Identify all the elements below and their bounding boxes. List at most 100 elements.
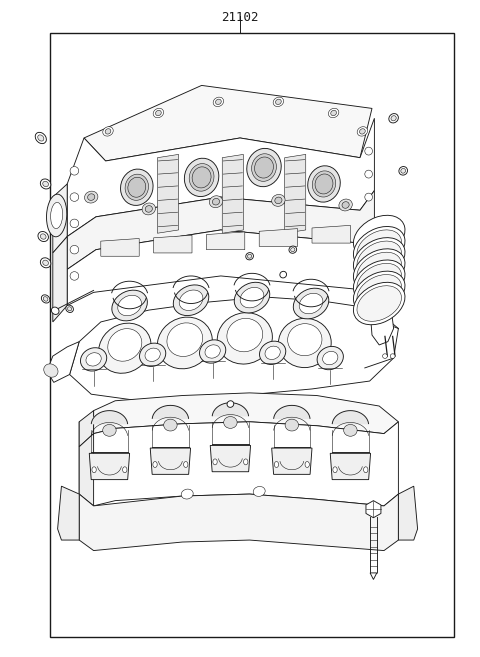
Ellipse shape bbox=[280, 271, 287, 278]
Polygon shape bbox=[89, 453, 130, 480]
Ellipse shape bbox=[224, 417, 237, 428]
Ellipse shape bbox=[285, 419, 299, 431]
Ellipse shape bbox=[35, 132, 47, 144]
Ellipse shape bbox=[333, 466, 337, 473]
Ellipse shape bbox=[365, 170, 372, 178]
Ellipse shape bbox=[70, 246, 79, 254]
Ellipse shape bbox=[273, 97, 284, 106]
Ellipse shape bbox=[293, 288, 329, 319]
Ellipse shape bbox=[205, 345, 220, 358]
Ellipse shape bbox=[213, 459, 217, 465]
Polygon shape bbox=[67, 118, 374, 237]
Polygon shape bbox=[210, 445, 251, 472]
Ellipse shape bbox=[217, 313, 272, 364]
Polygon shape bbox=[154, 235, 192, 253]
Ellipse shape bbox=[140, 343, 166, 367]
Polygon shape bbox=[366, 501, 381, 518]
Polygon shape bbox=[53, 184, 67, 253]
Ellipse shape bbox=[70, 272, 79, 281]
Ellipse shape bbox=[184, 158, 219, 196]
Ellipse shape bbox=[389, 114, 398, 123]
Ellipse shape bbox=[289, 246, 297, 254]
Ellipse shape bbox=[43, 260, 48, 265]
Ellipse shape bbox=[105, 129, 111, 134]
Polygon shape bbox=[272, 448, 312, 474]
Ellipse shape bbox=[209, 196, 223, 208]
Ellipse shape bbox=[323, 351, 338, 365]
Ellipse shape bbox=[40, 179, 51, 189]
Ellipse shape bbox=[125, 174, 148, 200]
Ellipse shape bbox=[179, 290, 203, 311]
Ellipse shape bbox=[248, 254, 252, 258]
Ellipse shape bbox=[84, 191, 98, 203]
Polygon shape bbox=[312, 225, 350, 243]
Ellipse shape bbox=[88, 194, 95, 200]
Ellipse shape bbox=[357, 252, 401, 288]
Ellipse shape bbox=[173, 285, 209, 315]
Polygon shape bbox=[274, 405, 310, 419]
Ellipse shape bbox=[40, 258, 51, 268]
Ellipse shape bbox=[213, 97, 224, 106]
Ellipse shape bbox=[305, 462, 310, 468]
Ellipse shape bbox=[357, 275, 401, 310]
Polygon shape bbox=[94, 393, 398, 434]
Ellipse shape bbox=[291, 248, 295, 252]
Ellipse shape bbox=[68, 307, 72, 311]
Ellipse shape bbox=[108, 328, 142, 361]
Ellipse shape bbox=[342, 202, 349, 208]
Ellipse shape bbox=[401, 168, 406, 173]
Text: 21102: 21102 bbox=[221, 11, 259, 24]
Ellipse shape bbox=[253, 486, 265, 497]
Ellipse shape bbox=[274, 462, 278, 468]
Ellipse shape bbox=[331, 110, 336, 116]
Ellipse shape bbox=[156, 110, 161, 116]
Ellipse shape bbox=[227, 319, 263, 351]
Polygon shape bbox=[101, 238, 139, 256]
Ellipse shape bbox=[308, 166, 340, 202]
Ellipse shape bbox=[312, 171, 336, 197]
Ellipse shape bbox=[70, 219, 79, 228]
Polygon shape bbox=[53, 237, 67, 322]
Ellipse shape bbox=[145, 348, 160, 361]
Ellipse shape bbox=[123, 466, 127, 473]
Ellipse shape bbox=[70, 193, 79, 202]
Polygon shape bbox=[150, 448, 191, 474]
Ellipse shape bbox=[265, 346, 280, 359]
Ellipse shape bbox=[252, 154, 276, 181]
Ellipse shape bbox=[167, 323, 203, 357]
Ellipse shape bbox=[153, 462, 157, 468]
Polygon shape bbox=[79, 411, 94, 447]
Ellipse shape bbox=[383, 353, 387, 359]
Polygon shape bbox=[79, 434, 94, 506]
Ellipse shape bbox=[275, 197, 282, 204]
Polygon shape bbox=[330, 453, 371, 480]
Ellipse shape bbox=[81, 348, 107, 371]
Ellipse shape bbox=[227, 401, 234, 407]
Ellipse shape bbox=[353, 271, 405, 313]
Ellipse shape bbox=[92, 466, 96, 473]
Polygon shape bbox=[332, 411, 369, 424]
Polygon shape bbox=[206, 232, 245, 250]
Ellipse shape bbox=[51, 307, 59, 315]
Ellipse shape bbox=[103, 127, 113, 136]
Ellipse shape bbox=[164, 419, 177, 431]
Ellipse shape bbox=[317, 346, 343, 370]
Polygon shape bbox=[259, 229, 298, 246]
Ellipse shape bbox=[272, 194, 285, 206]
Ellipse shape bbox=[357, 263, 401, 299]
Ellipse shape bbox=[112, 290, 147, 321]
Polygon shape bbox=[79, 422, 398, 506]
Ellipse shape bbox=[353, 260, 405, 302]
Ellipse shape bbox=[38, 135, 44, 141]
Ellipse shape bbox=[399, 166, 408, 175]
Ellipse shape bbox=[157, 317, 212, 369]
Ellipse shape bbox=[276, 99, 281, 104]
Ellipse shape bbox=[200, 340, 226, 363]
Ellipse shape bbox=[86, 353, 101, 366]
Ellipse shape bbox=[181, 489, 193, 499]
Polygon shape bbox=[222, 154, 243, 233]
Ellipse shape bbox=[70, 166, 79, 175]
Polygon shape bbox=[212, 403, 249, 416]
Ellipse shape bbox=[339, 199, 352, 211]
Ellipse shape bbox=[216, 99, 221, 104]
